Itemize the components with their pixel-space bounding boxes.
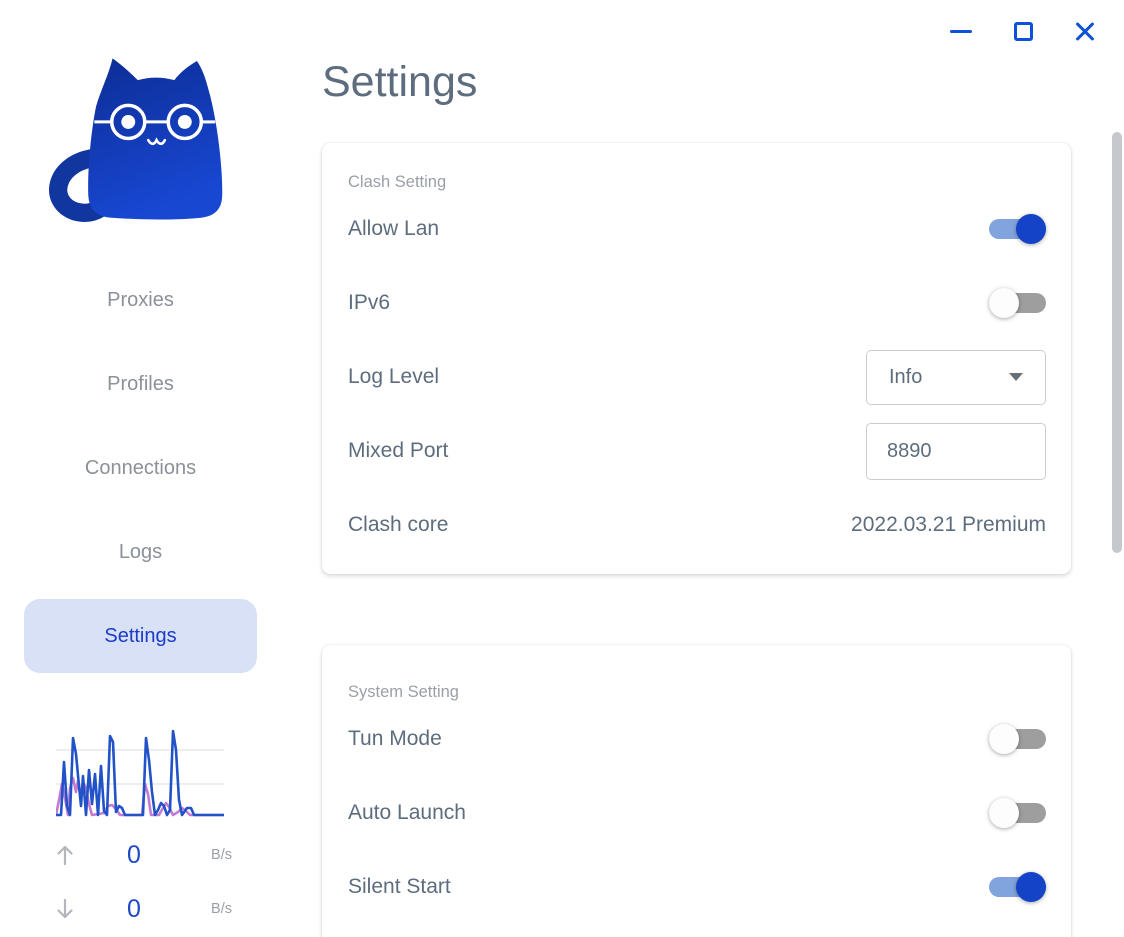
toggle-thumb (989, 288, 1019, 318)
sidebar-nav: Proxies Profiles Connections Logs Settings (24, 263, 257, 683)
silent-start-toggle[interactable] (989, 872, 1046, 902)
row-mixed-port: Mixed Port (348, 414, 1046, 488)
row-auto-launch: Auto Launch (348, 776, 1046, 850)
sidebar-item-settings[interactable]: Settings (24, 599, 257, 673)
upload-speed-row: 0 B/s (52, 838, 232, 872)
main-content: Settings Clash Setting Allow Lan IPv6 Log L… (322, 0, 1071, 937)
row-label: Tun Mode (348, 727, 442, 750)
select-value: Info (889, 365, 923, 388)
minimize-icon (950, 29, 972, 33)
maximize-icon (1013, 21, 1033, 41)
row-allow-lan: Allow Lan (348, 192, 1046, 266)
download-arrow-icon (52, 898, 78, 920)
chevron-down-icon (1009, 373, 1023, 381)
row-clash-core: Clash core 2022.03.21 Premium (348, 488, 1046, 562)
row-log-level: Log Level Info (348, 340, 1046, 414)
toggle-thumb (989, 724, 1019, 754)
clash-core-value: 2022.03.21 Premium (851, 513, 1046, 536)
sidebar-item-logs[interactable]: Logs (118, 540, 163, 563)
sidebar-item-proxies[interactable]: Proxies (107, 288, 174, 311)
row-label: Allow Lan (348, 217, 440, 240)
section-label: Clash Setting (348, 173, 447, 191)
scrollbar-thumb[interactable] (1112, 132, 1122, 553)
sidebar-item-connections[interactable]: Connections (84, 456, 197, 479)
clash-cat-logo (49, 58, 223, 222)
upload-speed-value: 0 (127, 840, 141, 869)
row-label: Clash core (348, 513, 449, 536)
allow-lan-toggle[interactable] (989, 214, 1046, 244)
window-controls (944, 14, 1102, 48)
toggle-thumb (1016, 872, 1046, 902)
system-setting-card: System Setting Tun Mode Auto Launch Silent … (322, 645, 1071, 937)
row-label: Mixed Port (348, 439, 449, 462)
toggle-thumb (1016, 214, 1046, 244)
close-icon (1074, 20, 1096, 42)
traffic-line-download (56, 729, 224, 817)
toggle-thumb (989, 798, 1019, 828)
download-speed-value: 0 (127, 894, 141, 923)
section-label: System Setting (348, 683, 459, 701)
tun-mode-toggle[interactable] (989, 724, 1046, 754)
traffic-chart (56, 729, 224, 817)
ipv6-toggle[interactable] (989, 288, 1046, 318)
row-label: IPv6 (348, 291, 391, 314)
clash-setting-card: Clash Setting Allow Lan IPv6 Log Level Info M… (322, 143, 1071, 574)
upload-speed-unit: B/s (211, 847, 232, 863)
sidebar: Proxies Profiles Connections Logs Settings 0… (0, 0, 281, 937)
row-label: Silent Start (348, 875, 451, 898)
row-label: Auto Launch (348, 801, 466, 824)
row-label: Log Level (348, 365, 440, 388)
upload-arrow-icon (52, 844, 78, 866)
download-speed-unit: B/s (211, 901, 232, 917)
download-speed-row: 0 B/s (52, 892, 232, 926)
auto-launch-toggle[interactable] (989, 798, 1046, 828)
sidebar-item-profiles[interactable]: Profiles (107, 372, 174, 395)
page-title: Settings (322, 58, 478, 106)
row-ipv6: IPv6 (348, 266, 1046, 340)
close-button[interactable] (1068, 14, 1102, 48)
log-level-select[interactable]: Info (866, 349, 1046, 405)
row-silent-start: Silent Start (348, 850, 1046, 924)
mixed-port-input[interactable] (866, 422, 1046, 480)
row-tun-mode: Tun Mode (348, 702, 1046, 776)
minimize-button[interactable] (944, 14, 978, 48)
maximize-button[interactable] (1006, 14, 1040, 48)
